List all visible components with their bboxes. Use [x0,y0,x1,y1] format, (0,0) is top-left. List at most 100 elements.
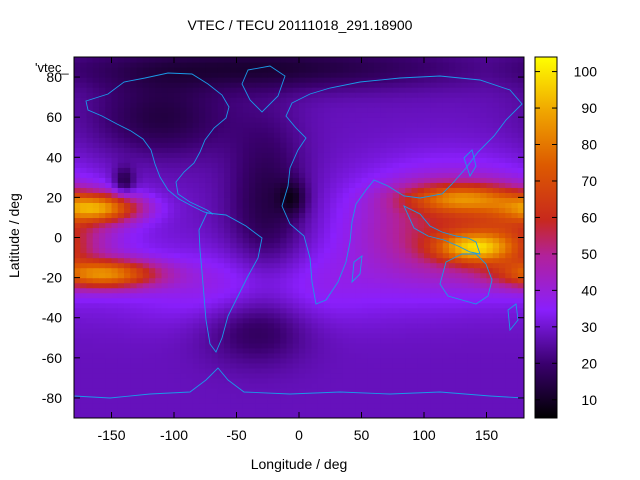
heatmap-cell [480,267,488,274]
heatmap-cell [417,97,425,103]
heatmap-cell [380,182,388,188]
heatmap-cell [186,322,194,329]
heatmap-cell [405,122,413,128]
heatmap-cell [274,182,281,188]
heatmap-cell [336,187,344,193]
heatmap-cell [236,202,244,209]
heatmap-cell [399,327,406,334]
heatmap-cell [217,372,225,379]
heatmap-cell [117,237,125,244]
heatmap-cell [324,122,331,128]
heatmap-cell [99,132,106,138]
heatmap-cell [99,292,106,299]
heatmap-cell [499,377,506,384]
heatmap-cell [505,217,513,224]
heatmap-cell [430,137,438,143]
heatmap-cell [274,332,281,339]
heatmap-cell [511,262,519,269]
heatmap-cell [249,272,256,279]
heatmap-cell [199,337,206,344]
heatmap-cell [486,122,494,128]
heatmap-cell [380,282,388,289]
heatmap-cell [324,397,331,404]
heatmap-cell [492,322,500,329]
heatmap-cell [517,157,524,163]
heatmap-cell [424,207,431,214]
heatmap-cell [342,242,350,249]
heatmap-cell [399,232,406,239]
heatmap-cell [317,102,325,108]
heatmap-cell [236,292,244,299]
heatmap-cell [474,287,481,294]
heatmap-cell [211,137,219,143]
heatmap-cell [436,107,444,113]
heatmap-cell [80,82,88,88]
heatmap-cell [186,132,194,138]
heatmap-cell [199,357,206,364]
heatmap-cell [236,337,244,344]
heatmap-cell [355,392,363,399]
heatmap-cell [130,412,138,418]
heatmap-cell [324,412,331,418]
heatmap-cell [255,182,263,188]
heatmap-cell [324,72,331,78]
heatmap-cell [124,152,131,158]
heatmap-cell [317,147,325,153]
heatmap-cell [499,272,506,279]
heatmap-cell [380,387,388,394]
heatmap-cell [317,117,325,123]
heatmap-cell [92,227,100,234]
heatmap-cell [99,82,106,88]
heatmap-cell [224,122,231,128]
heatmap-cell [399,157,406,163]
heatmap-cell [167,102,175,108]
heatmap-cell [455,227,463,234]
heatmap-cell [436,167,444,173]
heatmap-cell [186,262,194,269]
heatmap-cell [205,142,213,148]
heatmap-cell [461,87,469,93]
heatmap-cell [355,192,363,198]
heatmap-cell [317,312,325,319]
heatmap-cell [386,327,394,334]
heatmap-cell [230,252,238,259]
heatmap-cell [124,217,131,224]
heatmap-cell [280,397,288,404]
heatmap-cell [405,312,413,319]
heatmap-cell [486,117,494,123]
heatmap-cell [461,227,469,234]
heatmap-cell [336,72,344,78]
heatmap-cell [111,407,119,414]
heatmap-cell [449,307,456,314]
heatmap-cell [155,162,163,168]
heatmap-cell [105,392,113,399]
heatmap-cell [80,352,88,359]
heatmap-cell [517,187,524,193]
heatmap-cell [74,342,81,349]
heatmap-cell [349,222,356,229]
heatmap-cell [236,387,244,394]
heatmap-cell [149,112,156,118]
heatmap-cell [142,202,150,209]
heatmap-cell [311,342,319,349]
heatmap-cell [186,272,194,279]
heatmap-cell [349,72,356,78]
heatmap-cell [355,137,363,143]
heatmap-cell [492,282,500,289]
heatmap-cell [355,287,363,294]
heatmap-cell [305,307,313,314]
heatmap-cell [274,412,281,418]
heatmap-cell [330,292,338,299]
heatmap-cell [136,357,144,364]
heatmap-cell [467,232,475,239]
heatmap-cell [499,207,506,214]
heatmap-cell [142,82,150,88]
heatmap-cell [117,407,125,414]
heatmap-cell [492,332,500,339]
heatmap-cell [267,162,275,168]
heatmap-cell [505,152,513,158]
heatmap-cell [349,182,356,188]
heatmap-cell [136,177,144,183]
heatmap-cell [167,312,175,319]
heatmap-cell [311,212,319,219]
